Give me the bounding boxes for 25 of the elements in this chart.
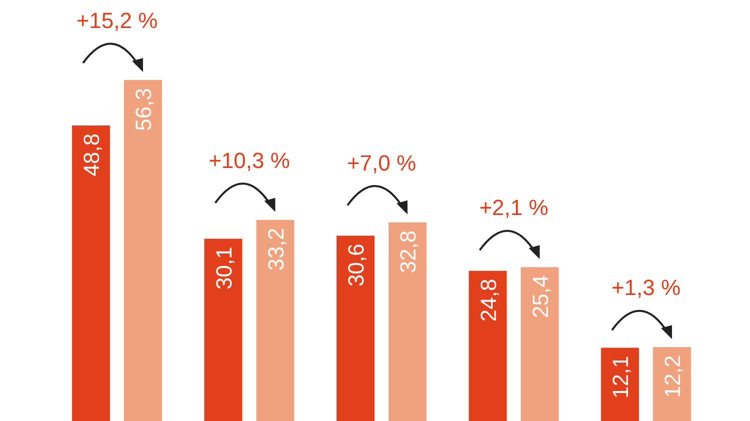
bar [256, 220, 294, 421]
text: +15,2 % [76, 8, 158, 33]
bar [520, 267, 559, 421]
data-label: 48,8 [79, 133, 104, 176]
data-label: 32,8 [396, 230, 420, 274]
data-label: 30,1 [211, 246, 236, 290]
data-label: 12,2 [660, 355, 685, 398]
data-label: 56,3 [131, 88, 156, 131]
bar [601, 348, 639, 421]
bar [336, 236, 374, 421]
bar [72, 125, 110, 421]
data-label: 12,1 [608, 356, 633, 399]
bar [468, 270, 507, 421]
bar [204, 238, 242, 421]
data-label: 24,8 [476, 278, 501, 322]
annotation: +2,1 % [479, 195, 548, 220]
data-label: 33,2 [263, 228, 288, 271]
annotation: +1,3 % [611, 275, 681, 300]
bar [388, 222, 426, 421]
bar [124, 80, 162, 421]
data-label: 25,4 [528, 275, 553, 318]
annotation: +7,0 % [346, 150, 416, 176]
bar [653, 347, 691, 421]
annotation: +10,3 % [208, 148, 290, 173]
data-label: 30,6 [344, 244, 368, 286]
